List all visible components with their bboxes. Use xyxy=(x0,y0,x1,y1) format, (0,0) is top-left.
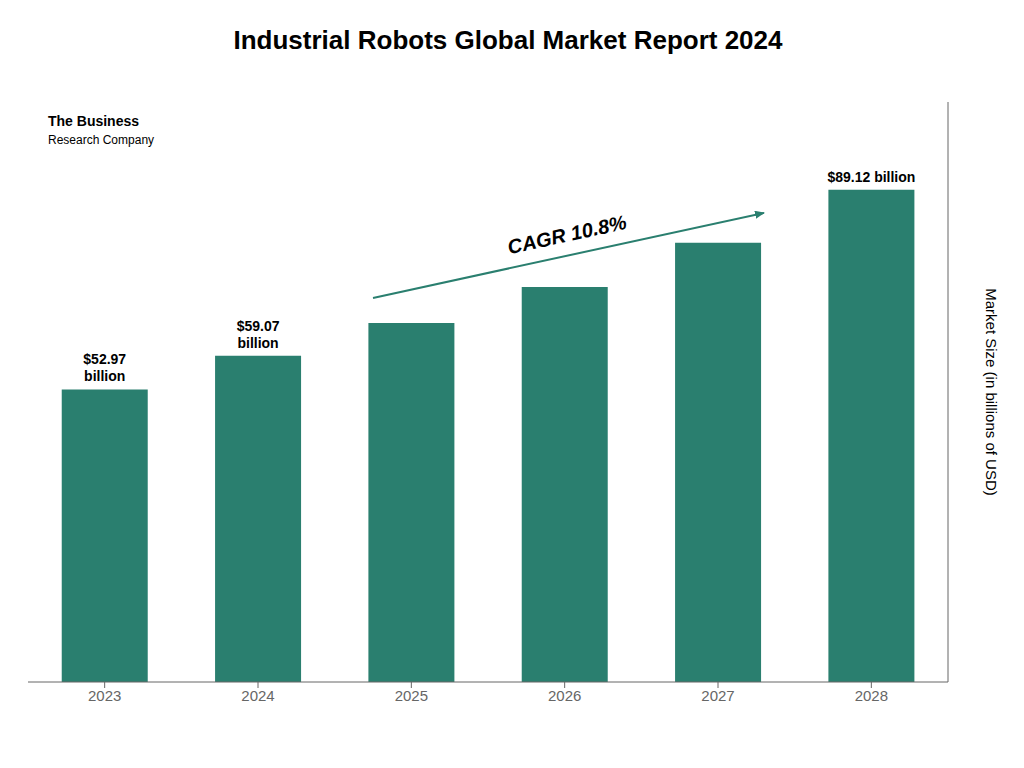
svg-text:2023: 2023 xyxy=(88,687,121,704)
svg-text:2024: 2024 xyxy=(241,687,274,704)
svg-text:2026: 2026 xyxy=(548,687,581,704)
svg-text:CAGR 10.8%: CAGR 10.8% xyxy=(505,211,628,258)
svg-text:$52.97billion: $52.97billion xyxy=(83,351,126,384)
svg-text:Market Size (in billions of US: Market Size (in billions of USD) xyxy=(983,288,1000,496)
svg-text:Research Company: Research Company xyxy=(48,133,154,147)
svg-text:2028: 2028 xyxy=(855,687,888,704)
svg-text:2027: 2027 xyxy=(701,687,734,704)
svg-text:$89.12 billion: $89.12 billion xyxy=(827,169,915,185)
svg-text:2025: 2025 xyxy=(395,687,428,704)
svg-text:The Business: The Business xyxy=(48,113,139,129)
svg-text:$59.07billion: $59.07billion xyxy=(237,318,280,351)
html-text:Industrial Robots Global Marke: Industrial Robots Global Market Report 2… xyxy=(233,24,783,55)
